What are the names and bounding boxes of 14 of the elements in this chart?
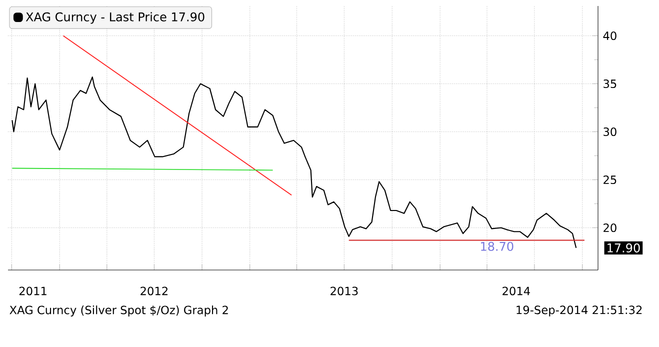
y-tick-label: 40 [603,31,616,40]
x-tick-label: 2012 [140,286,168,296]
y-tick-label: 35 [604,79,616,88]
legend-label: XAG Curncy - Last Price 17.90 [26,12,204,24]
text: XAG Curncy (Silver Spot $/Oz) Graph 2 [10,306,228,316]
y-tick-label: 20 [604,223,616,232]
x-tick-label: 2011 [19,286,46,296]
text: 17.90 [608,243,640,252]
x-tick-label: 2013 [330,286,358,296]
y-tick-label: 30 [604,127,616,136]
text: 19-Sep-2014 21:51:32 [516,306,642,316]
x-tick-label: 2014 [502,286,530,296]
annotation: 18.70 [481,242,514,251]
y-tick-label: 25 [604,175,616,184]
